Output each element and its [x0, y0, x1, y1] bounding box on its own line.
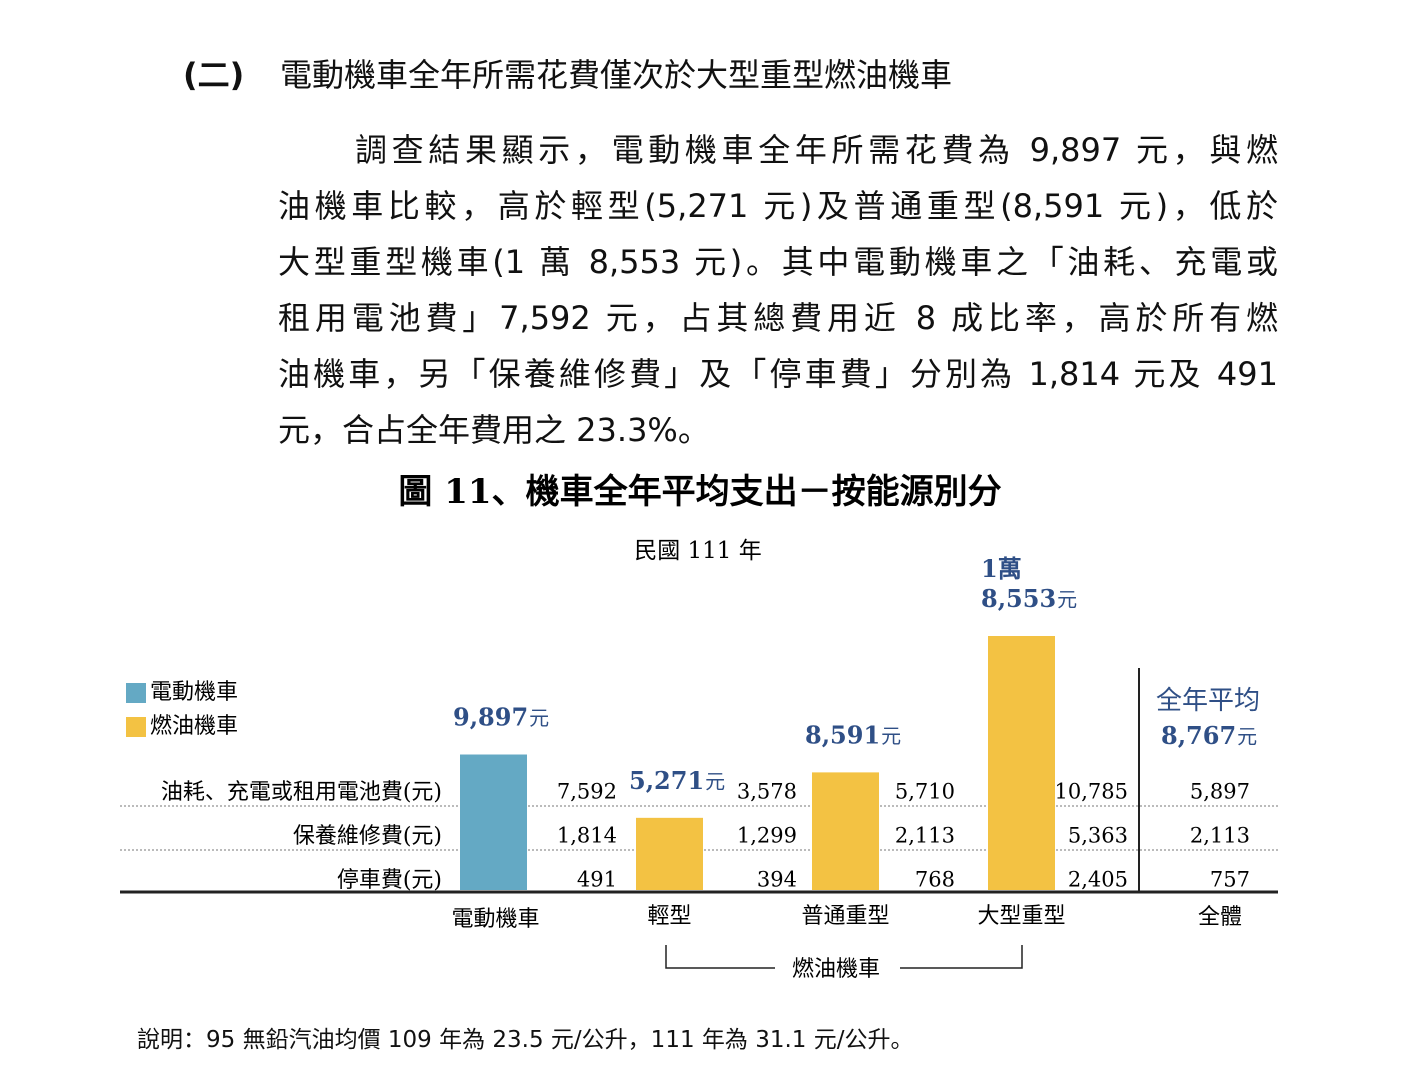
heading-number: (二) — [183, 56, 245, 94]
row-label: 保養維修費(元) — [293, 824, 442, 849]
heading-title: 電動機車全年所需花費僅次於大型重型燃油機車 — [280, 56, 953, 94]
row-label: 油耗、充電或租用電池費(元) — [161, 780, 442, 805]
value-unit: 元 — [1057, 588, 1077, 612]
paragraph-line: 油機車，另「保養維修費」及「停車費」分別為 1,814 元及 491 — [278, 355, 1278, 393]
value-unit: 元 — [881, 724, 901, 748]
paragraph-line: 調查結果顯示，電動機車全年所需花費為 9,897 元，與燃 — [355, 131, 1278, 169]
category-label: 輕型 — [647, 904, 691, 929]
bar — [812, 772, 879, 890]
legend-swatch — [126, 683, 146, 703]
value-unit: 元 — [1237, 725, 1257, 749]
chart-subtitle: 民國 111 年 — [634, 538, 762, 564]
category-label: 全體 — [1198, 905, 1242, 930]
table-cell: 2,405 — [1068, 868, 1128, 892]
value-label: 8,591 — [805, 720, 880, 749]
legend-label: 電動機車 — [150, 680, 238, 705]
table-cell: 394 — [757, 868, 797, 892]
value-unit: 元 — [529, 706, 549, 730]
bar — [460, 754, 527, 890]
table-cell: 768 — [915, 868, 955, 892]
overall-label: 全年平均 — [1156, 686, 1260, 716]
table-cell: 2,113 — [1190, 824, 1250, 848]
value-label: 5,271 — [629, 765, 704, 794]
table-cell: 1,299 — [737, 824, 797, 848]
table-cell: 5,897 — [1190, 780, 1250, 804]
table-cell: 3,578 — [737, 780, 797, 804]
table-cell: 5,710 — [895, 780, 955, 804]
legend-swatch — [126, 717, 146, 737]
paragraph-line: 大型重型機車(1 萬 8,553 元)。其中電動機車之「油耗、充電或 — [278, 243, 1278, 281]
value-label: 8,767 — [1161, 721, 1236, 750]
category-label: 大型重型 — [977, 904, 1065, 929]
table-cell: 5,363 — [1068, 824, 1128, 848]
value-unit: 元 — [705, 769, 725, 793]
table-cell: 2,113 — [895, 824, 955, 848]
table-cell: 7,592 — [557, 780, 617, 804]
paragraph-line: 油機車比較，高於輕型(5,271 元)及普通重型(8,591 元)，低於 — [278, 187, 1278, 225]
paragraph-line: 元，合占全年費用之 23.3%。 — [278, 411, 710, 449]
table-cell: 757 — [1210, 868, 1250, 892]
table-cell: 10,785 — [1055, 780, 1128, 804]
note: 說明：95 無鉛汽油均價 109 年為 23.5 元/公升，111 年為 31.… — [137, 1027, 914, 1053]
table-cell: 1,814 — [557, 824, 617, 848]
chart-title: 圖 11、機車全年平均支出－按能源別分 — [398, 472, 1001, 512]
group-bracket — [665, 945, 1023, 969]
bar — [988, 636, 1055, 890]
legend-label: 燃油機車 — [150, 714, 238, 739]
group-label: 燃油機車 — [792, 957, 880, 982]
value-label: 9,897 — [453, 702, 528, 731]
bar — [636, 817, 703, 890]
table-cell: 491 — [577, 868, 617, 892]
paragraph-line: 租用電池費」7,592 元，占其總費用近 8 成比率，高於所有燃 — [278, 299, 1278, 337]
value-label: 1萬 8,553 — [981, 554, 1056, 613]
row-label: 停車費(元) — [337, 868, 442, 893]
category-label: 電動機車 — [451, 907, 539, 932]
category-label: 普通重型 — [801, 904, 889, 929]
